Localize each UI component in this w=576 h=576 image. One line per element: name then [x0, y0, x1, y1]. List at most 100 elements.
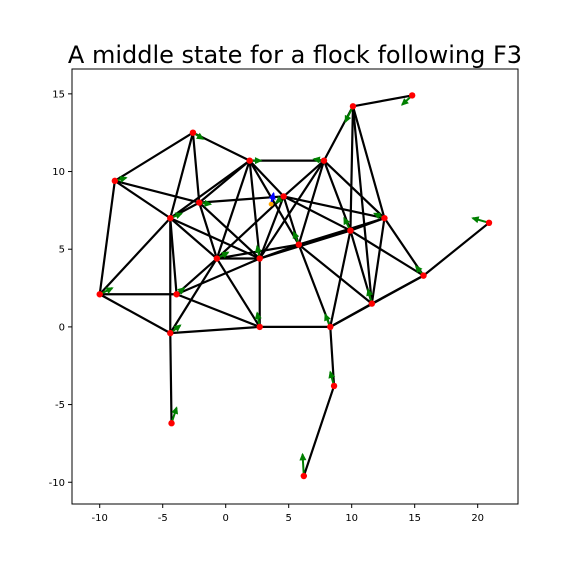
graph-edge	[370, 274, 425, 305]
graph-edge	[169, 325, 261, 335]
nodes-layer	[96, 92, 493, 480]
agent-node	[280, 193, 287, 200]
graph-edge	[297, 243, 332, 328]
graph-edge	[322, 159, 386, 220]
graph-edge	[169, 131, 195, 220]
x-axis-ticks: -10 -5 0 5 10 15 20	[92, 504, 484, 524]
graph-edge	[98, 179, 116, 296]
agent-node	[167, 329, 174, 337]
velocity-arrow-head	[254, 311, 262, 320]
velocity-arrow-head	[221, 251, 230, 259]
graph-edge	[113, 131, 195, 182]
agent-node	[320, 157, 328, 164]
velocity-arrow-head	[400, 98, 409, 106]
graph-edge	[282, 195, 386, 220]
x-tick-label: 20	[471, 513, 484, 524]
agent-node	[347, 227, 354, 234]
agent-node	[381, 214, 388, 222]
y-tick-label: 10	[52, 167, 65, 178]
velocity-arrow-head	[299, 452, 307, 461]
agent-node	[246, 157, 253, 164]
velocity-arrow-head	[254, 157, 263, 165]
velocity-arrow-head	[171, 406, 179, 415]
graph-edge	[169, 217, 261, 260]
agent-node	[256, 323, 263, 331]
velocity-arrow-head	[105, 287, 114, 294]
x-tick-label: 10	[345, 513, 358, 524]
y-tick-label: -5	[55, 400, 65, 411]
graph-edge	[258, 229, 352, 260]
x-tick-label: 0	[223, 513, 229, 524]
velocity-arrow-head	[344, 114, 352, 124]
velocity-arrow-head	[366, 288, 374, 297]
velocity-arrow-head	[373, 212, 382, 220]
graph-edge	[248, 159, 300, 246]
x-tick-label: -10	[92, 513, 108, 524]
graph-edge	[169, 217, 218, 260]
graph-edge	[169, 332, 173, 425]
graph-edge	[258, 195, 285, 260]
velocity-arrow-head	[196, 132, 205, 140]
agent-node	[330, 382, 338, 390]
velocity-arrow-head	[471, 216, 480, 224]
leader-layer	[268, 191, 276, 207]
graph-edge	[248, 159, 261, 260]
agent-node	[167, 214, 174, 222]
agent-node	[189, 129, 197, 136]
velocity-arrow-head	[292, 230, 300, 240]
agent-node	[96, 291, 103, 298]
chart-title: A middle state for a flock following F3	[68, 41, 522, 69]
agent-node	[173, 291, 180, 298]
x-tick-label: 5	[286, 513, 292, 524]
velocity-arrow-head	[174, 212, 183, 220]
graph-edge	[198, 201, 261, 260]
velocity-arrow-head	[119, 175, 128, 183]
graph-edge	[113, 179, 201, 204]
graph-edge	[302, 384, 336, 478]
agent-node	[408, 92, 416, 99]
y-tick-label: 5	[59, 245, 65, 256]
graph-edge	[422, 221, 491, 277]
x-tick-label: 15	[408, 513, 421, 524]
y-axis-ticks: -10 -5 0 5 10 15	[49, 89, 72, 489]
agent-node	[420, 272, 427, 279]
graph-edge	[258, 159, 326, 260]
graph-edge	[98, 217, 172, 296]
graph-edge	[198, 201, 218, 260]
graph-edge	[215, 257, 261, 328]
velocity-arrow-head	[204, 199, 213, 207]
velocity-arrow-head	[324, 313, 331, 322]
velocity-arrow	[299, 452, 307, 477]
graph-edge	[297, 243, 373, 305]
plot-area	[72, 69, 518, 504]
graph-edge	[351, 105, 373, 305]
velocity-arrow-head	[173, 324, 182, 332]
graph-edge	[215, 195, 285, 260]
velocity-arrow-head	[343, 216, 350, 226]
agent-node	[300, 472, 308, 480]
agent-node	[168, 420, 175, 427]
graph-edge	[370, 217, 386, 305]
agent-node	[111, 177, 119, 185]
x-tick-label: -5	[158, 513, 168, 524]
agent-node	[327, 323, 334, 331]
graph-edge	[282, 195, 352, 232]
graph-edge	[175, 257, 261, 296]
y-tick-label: -10	[49, 478, 65, 489]
leader-arrow-head	[268, 191, 276, 200]
agent-node	[349, 103, 357, 110]
velocity-arrow-head	[274, 196, 283, 204]
graph-edge	[169, 159, 251, 220]
graph-edge	[351, 94, 414, 108]
graph-edge	[98, 293, 172, 335]
graph-edge	[248, 159, 285, 198]
velocity-arrow-head	[415, 265, 423, 274]
agent-node	[196, 199, 203, 206]
graph-edge	[191, 131, 201, 204]
graph-edge	[349, 229, 425, 277]
agent-node	[213, 255, 221, 262]
graph-edge	[175, 293, 261, 328]
velocity-arrow-head	[177, 287, 186, 295]
plot-frame	[71, 68, 519, 505]
